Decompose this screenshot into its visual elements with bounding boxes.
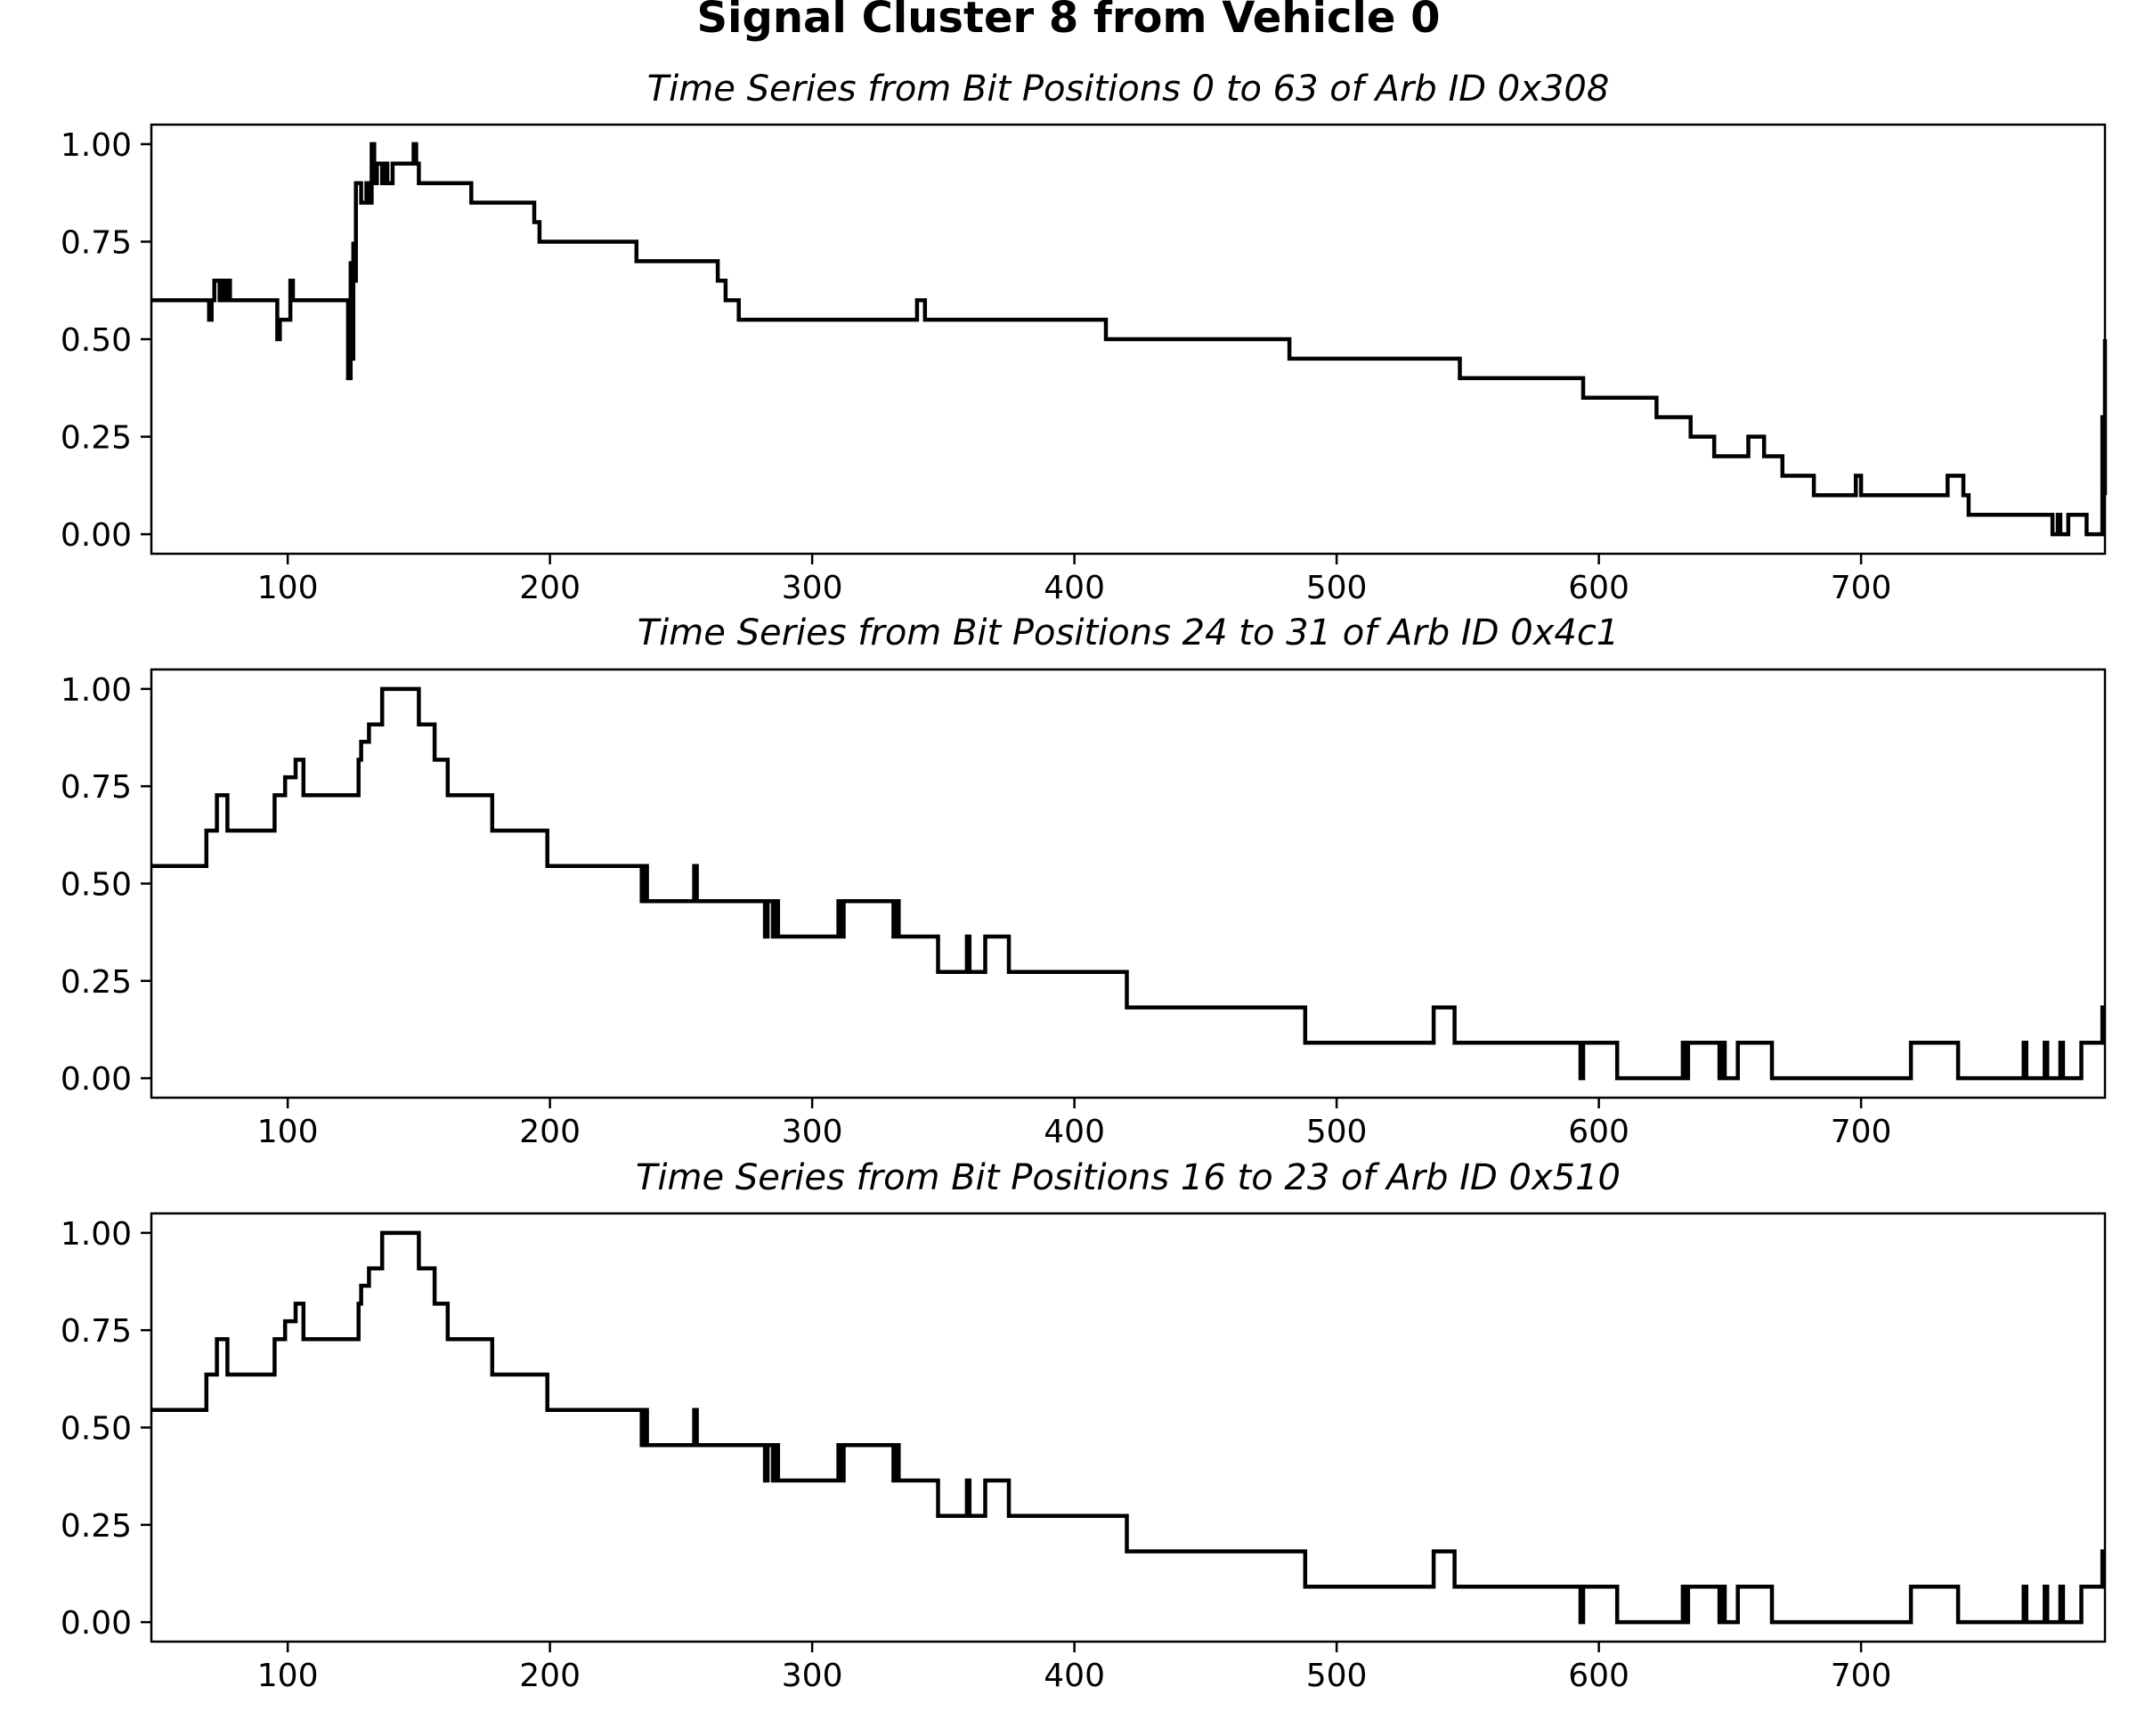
series-line [151,142,2108,537]
subplot-title: Time Series from Bit Positions 24 to 31 … [638,612,1620,653]
x-tick-label: 200 [519,1114,581,1150]
x-tick-label: 700 [1831,1114,1892,1150]
x-tick-label: 200 [519,570,581,606]
y-tick-label: 0.75 [61,769,132,806]
x-tick-label: 500 [1306,570,1368,606]
y-tick-label: 1.00 [61,1216,132,1253]
y-tick-label: 1.00 [61,127,132,164]
x-tick-label: 300 [782,570,843,606]
x-tick-label: 600 [1568,1658,1629,1694]
y-tick-label: 0.50 [61,867,132,904]
subplot-title: Time Series from Bit Positions 16 to 23 … [636,1157,1621,1198]
x-tick-label: 100 [257,570,319,606]
series-line [151,1230,2105,1625]
subplot-2: Time Series from Bit Positions 24 to 31 … [61,612,2107,1150]
x-tick-label: 700 [1831,1658,1892,1694]
x-tick-label: 300 [782,1658,843,1694]
figure-title: Signal Cluster 8 from Vehicle 0 [696,0,1440,43]
x-tick-label: 400 [1044,570,1105,606]
y-tick-label: 0.25 [61,1508,132,1545]
y-tick-label: 0.75 [61,1313,132,1350]
x-tick-label: 600 [1568,570,1629,606]
x-tick-label: 500 [1306,1658,1368,1694]
y-tick-label: 0.75 [61,224,132,261]
subplot-panels: Time Series from Bit Positions 0 to 63 o… [61,69,2108,1694]
y-tick-label: 0.25 [61,964,132,1001]
y-tick-label: 0.50 [61,1411,132,1448]
x-tick-label: 100 [257,1114,319,1150]
y-tick-label: 0.00 [61,1605,132,1642]
y-tick-label: 0.50 [61,322,132,359]
x-tick-label: 400 [1044,1114,1105,1150]
y-tick-label: 0.25 [61,420,132,457]
subplot-1: Time Series from Bit Positions 0 to 63 o… [61,69,2108,606]
x-tick-label: 400 [1044,1658,1105,1694]
y-tick-label: 1.00 [61,672,132,709]
x-tick-label: 200 [519,1658,581,1694]
y-tick-label: 0.00 [61,1061,132,1098]
series-line [151,686,2105,1081]
x-tick-label: 600 [1568,1114,1629,1150]
subplot-3: Time Series from Bit Positions 16 to 23 … [61,1157,2107,1694]
y-tick-label: 0.00 [61,517,132,554]
x-tick-label: 500 [1306,1114,1368,1150]
subplot-title: Time Series from Bit Positions 0 to 63 o… [647,69,1610,110]
x-tick-label: 300 [782,1114,843,1150]
x-tick-label: 700 [1831,570,1892,606]
x-tick-label: 100 [257,1658,319,1694]
